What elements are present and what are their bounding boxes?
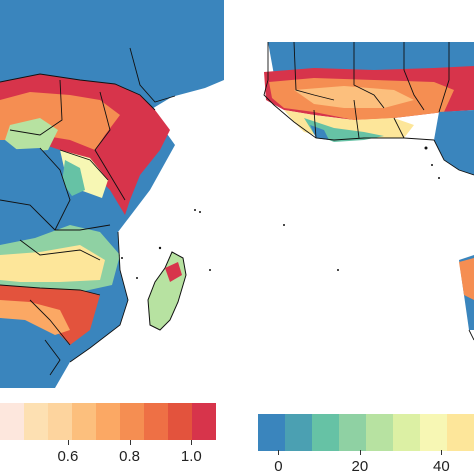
- colorbar-right: [258, 414, 474, 451]
- colorbar-tick-label: 40: [433, 458, 450, 475]
- colorbar-swatch: [420, 414, 447, 451]
- colorbar-swatch: [120, 403, 144, 440]
- central-africa-edge: [434, 110, 474, 175]
- colorbar-swatch: [48, 403, 72, 440]
- southern-yellow-band: [0, 245, 105, 282]
- colorbar-tick-label: 0: [274, 458, 283, 475]
- colorbar-tick-label: 20: [351, 458, 369, 475]
- colorbar-swatch: [24, 403, 48, 440]
- congo-basin: [0, 148, 70, 240]
- southern-orange-band: [0, 300, 70, 335]
- west-africa-map: [254, 0, 474, 388]
- yellow-patch-1: [60, 150, 108, 198]
- colorbar-swatch: [96, 403, 120, 440]
- colorbar-tick-mark: [441, 450, 443, 455]
- coastal-blue: [310, 125, 329, 140]
- colorbar-swatch: [258, 414, 285, 451]
- colorbar-tick-label: 0.8: [119, 448, 141, 465]
- east-africa-map: [0, 0, 224, 388]
- colorbar-tick-label: 1.0: [180, 448, 202, 465]
- colorbar-tick-mark: [359, 450, 361, 455]
- colorbar-swatch: [285, 414, 312, 451]
- colorbar-swatch: [192, 403, 216, 440]
- colorbar-tick-label: 0.6: [57, 448, 79, 465]
- colorbar-tick-mark: [278, 450, 280, 455]
- colorbar-swatch: [168, 403, 192, 440]
- far-right-south-orange: [459, 258, 474, 300]
- colorbar-tick-mark: [191, 440, 193, 445]
- sahel-light-orange: [294, 86, 414, 108]
- map-panel-west-africa: [254, 0, 474, 388]
- colorbar-swatch: [393, 414, 420, 451]
- country-borders: [0, 47, 176, 376]
- islands: [121, 209, 211, 279]
- colorbar-tick-mark: [67, 440, 69, 445]
- sahara-north: [268, 42, 474, 75]
- madagascar-red: [165, 262, 182, 282]
- indian-ocean: [55, 60, 224, 388]
- colorbar-swatch: [144, 403, 168, 440]
- colorbar-tick-mark: [129, 440, 131, 445]
- green-patch-2: [62, 160, 85, 196]
- colorbar-swatch: [72, 403, 96, 440]
- colorbar-left: [0, 403, 216, 440]
- map-panel-east-africa: [0, 0, 224, 388]
- colorbar-swatch: [447, 414, 474, 451]
- islands: [283, 146, 440, 271]
- colorbar-swatch: [0, 403, 24, 440]
- arabian-peninsula: [130, 48, 224, 102]
- country-borders: [263, 41, 474, 341]
- colorbar-swatch: [366, 414, 393, 451]
- colorbar-swatch: [312, 414, 339, 451]
- green-patch-ethiopia: [5, 118, 58, 152]
- colorbar-swatch: [339, 414, 366, 451]
